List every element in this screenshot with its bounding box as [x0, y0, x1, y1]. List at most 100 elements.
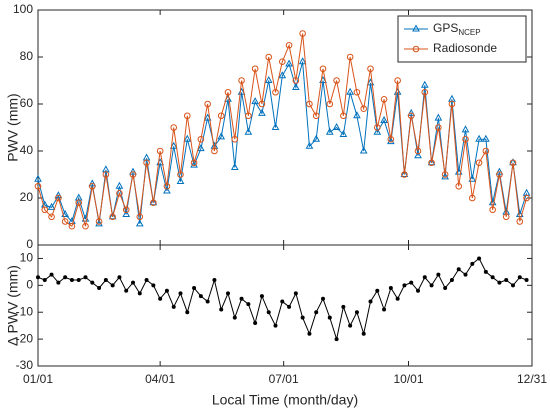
marker [312, 112, 320, 120]
legend-name: GPS [433, 21, 458, 35]
marker [122, 206, 130, 214]
marker [517, 275, 522, 280]
series-line [37, 33, 528, 228]
marker [226, 291, 230, 296]
y-tick-label: 0 [26, 237, 33, 251]
marker [144, 277, 149, 282]
marker [198, 294, 203, 299]
marker [502, 213, 510, 221]
marker [205, 299, 210, 304]
y-tick-label: -10 [16, 304, 34, 318]
marker [135, 219, 144, 227]
marker [82, 222, 89, 230]
y-axis-label: Δ PWV (mm) [5, 265, 21, 346]
marker [394, 77, 401, 84]
marker [102, 171, 110, 178]
marker [483, 269, 488, 274]
marker [122, 209, 131, 217]
legend-label: GPSNCEP [433, 21, 481, 37]
marker [137, 291, 142, 296]
marker [272, 88, 279, 96]
marker [273, 323, 278, 328]
marker [326, 100, 334, 108]
marker [34, 174, 42, 182]
marker [515, 209, 524, 217]
marker [429, 283, 434, 288]
marker [325, 127, 334, 135]
marker [258, 100, 266, 108]
marker [298, 57, 307, 65]
marker [416, 288, 420, 293]
plot-area [37, 244, 533, 367]
y-tick-label: 60 [20, 96, 34, 110]
marker [387, 137, 395, 145]
marker [509, 159, 517, 167]
marker [271, 122, 280, 130]
marker [461, 125, 470, 133]
marker [367, 65, 374, 73]
marker [321, 296, 325, 301]
marker [197, 144, 205, 152]
marker [353, 111, 361, 119]
marker [299, 30, 306, 37]
marker [380, 96, 388, 103]
marker [176, 177, 185, 185]
marker [49, 272, 54, 277]
marker [482, 147, 490, 155]
marker [456, 267, 461, 272]
marker [265, 53, 273, 61]
marker [88, 179, 97, 187]
marker [61, 218, 69, 225]
marker [244, 127, 253, 135]
marker [427, 158, 436, 166]
y-tick-label: 40 [20, 143, 34, 157]
marker [55, 194, 62, 202]
marker [306, 100, 313, 108]
marker [468, 194, 476, 202]
marker [375, 288, 380, 293]
marker [211, 147, 218, 155]
marker [116, 190, 123, 197]
marker [402, 283, 407, 288]
marker [63, 275, 68, 280]
marker [42, 277, 47, 282]
x-tick-label: 12/31 [517, 372, 547, 386]
marker [278, 58, 286, 66]
marker [251, 65, 259, 73]
marker [305, 141, 314, 149]
marker [253, 320, 258, 325]
marker [217, 132, 226, 140]
y-tick-label: -30 [16, 358, 34, 372]
marker [448, 100, 456, 108]
marker [90, 280, 95, 285]
marker [259, 294, 264, 299]
legend: GPSNCEP Radiosonde [397, 15, 527, 63]
marker [388, 286, 393, 291]
marker [219, 307, 224, 312]
marker [348, 323, 353, 328]
marker [115, 181, 124, 189]
marker [150, 199, 157, 206]
marker [407, 112, 415, 120]
marker [204, 100, 211, 108]
marker [360, 105, 368, 112]
marker [334, 337, 339, 342]
marker [183, 112, 191, 120]
marker [497, 280, 502, 285]
marker [103, 277, 108, 282]
marker [380, 115, 388, 123]
marker [489, 206, 496, 214]
x-tick-label: 04/01 [145, 372, 175, 386]
marker [314, 310, 319, 315]
marker [441, 172, 449, 180]
marker [251, 97, 259, 105]
legend-name: Radiosonde [433, 41, 497, 55]
marker [245, 112, 252, 120]
marker [373, 127, 382, 135]
marker [108, 212, 117, 220]
marker [88, 182, 96, 190]
marker [354, 310, 359, 315]
marker [434, 113, 443, 121]
marker [409, 280, 414, 285]
